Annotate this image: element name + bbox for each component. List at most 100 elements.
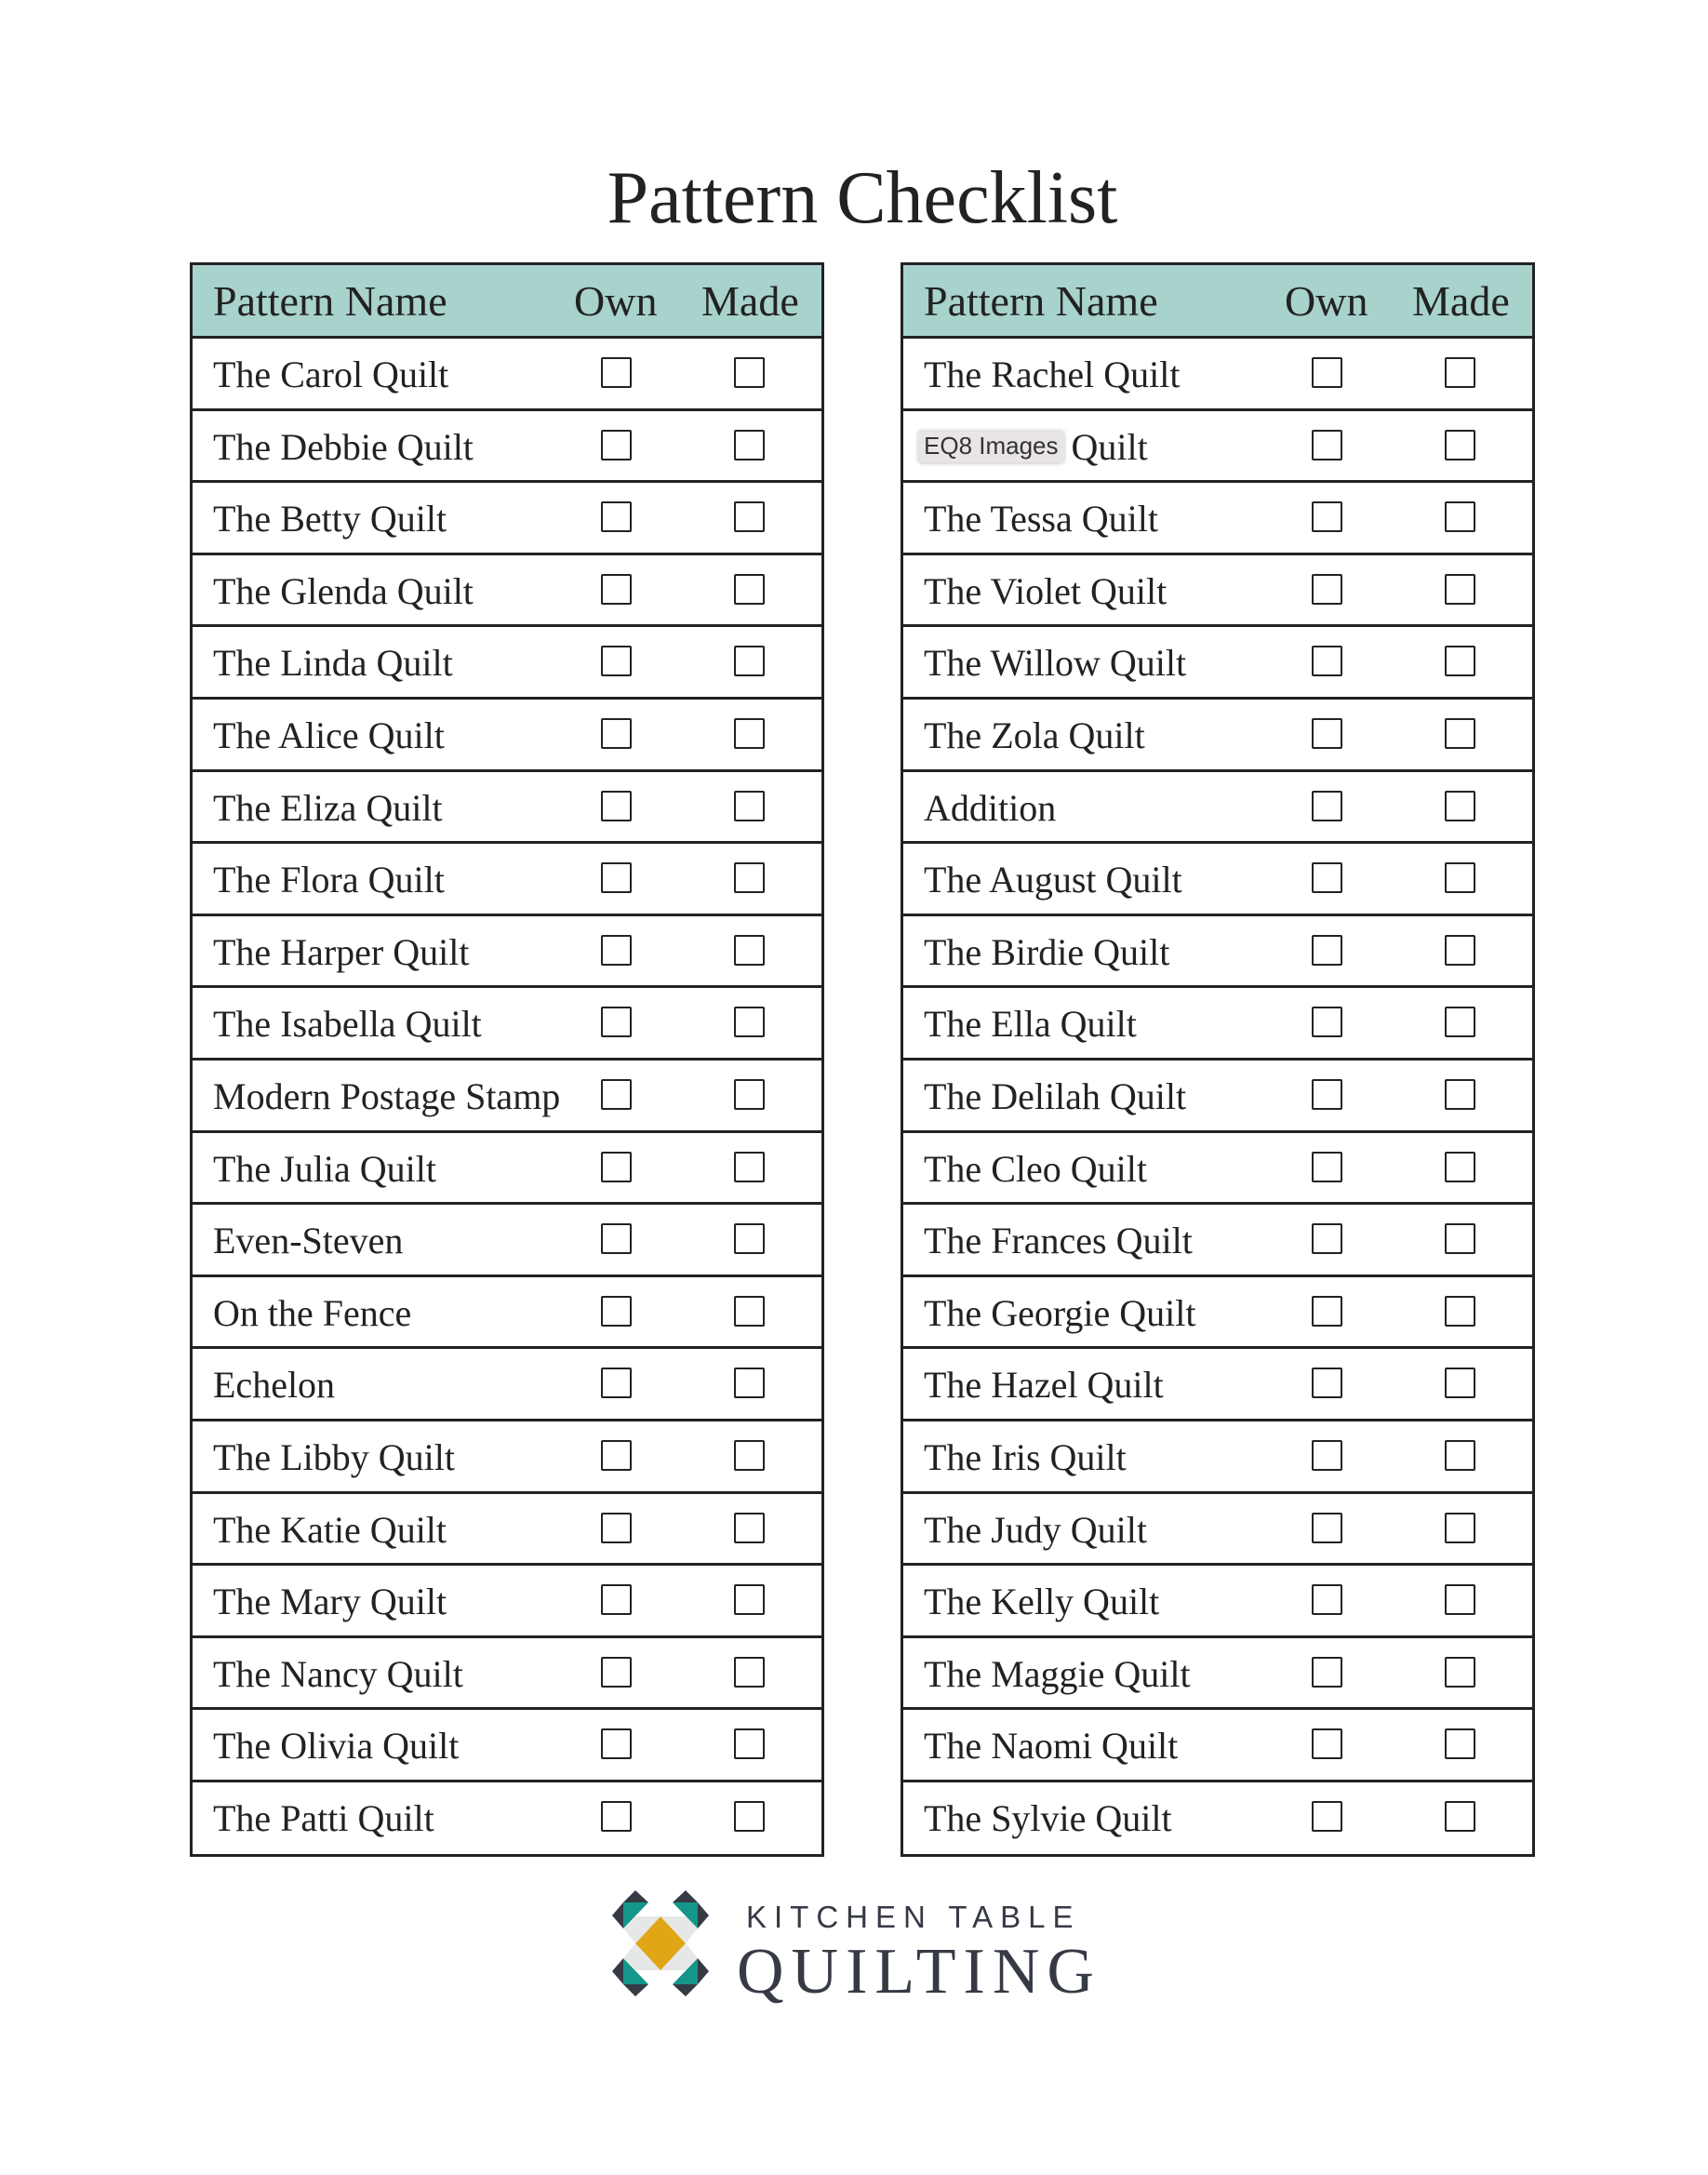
made-checkbox[interactable] xyxy=(734,573,765,605)
pattern-name: The Sylvie Quilt xyxy=(924,1796,1172,1839)
own-checkbox[interactable] xyxy=(601,862,632,894)
own-checkbox[interactable] xyxy=(1312,1656,1342,1688)
own-checkbox[interactable] xyxy=(601,1512,632,1543)
own-checkbox[interactable] xyxy=(1312,357,1342,388)
own-checkbox[interactable] xyxy=(601,429,632,460)
made-checkbox[interactable] xyxy=(734,429,765,460)
made-checkbox[interactable] xyxy=(1445,934,1475,966)
made-checkbox[interactable] xyxy=(734,1584,765,1616)
own-checkbox[interactable] xyxy=(601,934,632,966)
made-checkbox[interactable] xyxy=(734,717,765,749)
own-checkbox[interactable] xyxy=(1312,1512,1342,1543)
own-checkbox[interactable] xyxy=(601,1584,632,1616)
pattern-name: The Nancy Quilt xyxy=(213,1652,463,1695)
own-checkbox[interactable] xyxy=(601,1800,632,1832)
made-checkbox[interactable] xyxy=(734,1656,765,1688)
made-checkbox[interactable] xyxy=(1445,1800,1475,1832)
own-checkbox[interactable] xyxy=(601,1007,632,1038)
own-checkbox[interactable] xyxy=(601,501,632,533)
own-checkbox[interactable] xyxy=(601,1728,632,1760)
own-checkbox[interactable] xyxy=(601,1368,632,1399)
own-checkbox[interactable] xyxy=(1312,790,1342,821)
pattern-name: Even-Steven xyxy=(213,1220,404,1262)
own-checkbox[interactable] xyxy=(1312,1368,1342,1399)
own-checkbox[interactable] xyxy=(601,357,632,388)
made-checkbox[interactable] xyxy=(1445,1656,1475,1688)
own-checkbox[interactable] xyxy=(1312,573,1342,605)
pattern-name: The Linda Quilt xyxy=(213,642,453,685)
table-row: The Julia Quilt xyxy=(193,1133,821,1206)
made-checkbox[interactable] xyxy=(734,1295,765,1327)
own-checkbox[interactable] xyxy=(1312,429,1342,460)
made-checkbox[interactable] xyxy=(734,934,765,966)
made-checkbox[interactable] xyxy=(1445,357,1475,388)
made-checkbox[interactable] xyxy=(1445,1368,1475,1399)
made-checkbox[interactable] xyxy=(1445,1007,1475,1038)
header-made: Made xyxy=(701,277,799,325)
table-row: EQ8 Images Quilt xyxy=(903,411,1532,484)
made-checkbox[interactable] xyxy=(1445,1584,1475,1616)
made-checkbox[interactable] xyxy=(734,1223,765,1255)
own-checkbox[interactable] xyxy=(1312,1800,1342,1832)
made-checkbox[interactable] xyxy=(734,1151,765,1182)
made-checkbox[interactable] xyxy=(734,790,765,821)
own-checkbox[interactable] xyxy=(601,573,632,605)
pattern-name: Addition xyxy=(924,786,1057,829)
own-checkbox[interactable] xyxy=(601,717,632,749)
made-checkbox[interactable] xyxy=(1445,1295,1475,1327)
own-checkbox[interactable] xyxy=(1312,862,1342,894)
made-checkbox[interactable] xyxy=(734,1439,765,1471)
own-checkbox[interactable] xyxy=(1312,1728,1342,1760)
pattern-name: The Betty Quilt xyxy=(213,498,447,540)
table-row: The Nancy Quilt xyxy=(193,1638,821,1711)
header-pattern-name: Pattern Name xyxy=(924,277,1158,325)
own-checkbox[interactable] xyxy=(601,1078,632,1110)
made-checkbox[interactable] xyxy=(1445,646,1475,677)
own-checkbox[interactable] xyxy=(1312,717,1342,749)
made-checkbox[interactable] xyxy=(734,1007,765,1038)
made-checkbox[interactable] xyxy=(1445,1078,1475,1110)
made-checkbox[interactable] xyxy=(1445,1728,1475,1760)
made-checkbox[interactable] xyxy=(734,862,765,894)
own-checkbox[interactable] xyxy=(601,1656,632,1688)
made-checkbox[interactable] xyxy=(1445,862,1475,894)
made-checkbox[interactable] xyxy=(1445,1223,1475,1255)
made-checkbox[interactable] xyxy=(1445,501,1475,533)
own-checkbox[interactable] xyxy=(601,1151,632,1182)
made-checkbox[interactable] xyxy=(734,1368,765,1399)
own-checkbox[interactable] xyxy=(1312,1007,1342,1038)
made-checkbox[interactable] xyxy=(1445,1439,1475,1471)
own-checkbox[interactable] xyxy=(1312,1151,1342,1182)
own-checkbox[interactable] xyxy=(1312,1584,1342,1616)
made-checkbox[interactable] xyxy=(1445,790,1475,821)
made-checkbox[interactable] xyxy=(734,501,765,533)
made-checkbox[interactable] xyxy=(734,646,765,677)
table-row: The Judy Quilt xyxy=(903,1494,1532,1567)
own-checkbox[interactable] xyxy=(1312,1439,1342,1471)
own-checkbox[interactable] xyxy=(1312,1295,1342,1327)
own-checkbox[interactable] xyxy=(1312,501,1342,533)
made-checkbox[interactable] xyxy=(734,1800,765,1832)
made-checkbox[interactable] xyxy=(1445,717,1475,749)
table-row: The Birdie Quilt xyxy=(903,916,1532,989)
own-checkbox[interactable] xyxy=(1312,1078,1342,1110)
made-checkbox[interactable] xyxy=(734,1728,765,1760)
header-own: Own xyxy=(574,277,658,325)
made-checkbox[interactable] xyxy=(734,1512,765,1543)
pattern-name: The Georgie Quilt xyxy=(924,1291,1196,1334)
made-checkbox[interactable] xyxy=(1445,1151,1475,1182)
made-checkbox[interactable] xyxy=(1445,429,1475,460)
own-checkbox[interactable] xyxy=(601,646,632,677)
made-checkbox[interactable] xyxy=(734,1078,765,1110)
own-checkbox[interactable] xyxy=(1312,934,1342,966)
made-checkbox[interactable] xyxy=(1445,573,1475,605)
own-checkbox[interactable] xyxy=(601,1223,632,1255)
own-checkbox[interactable] xyxy=(1312,646,1342,677)
own-checkbox[interactable] xyxy=(1312,1223,1342,1255)
own-checkbox[interactable] xyxy=(601,1439,632,1471)
own-checkbox[interactable] xyxy=(601,790,632,821)
made-checkbox[interactable] xyxy=(1445,1512,1475,1543)
made-checkbox[interactable] xyxy=(734,357,765,388)
own-checkbox[interactable] xyxy=(601,1295,632,1327)
header-own: Own xyxy=(1285,277,1368,325)
